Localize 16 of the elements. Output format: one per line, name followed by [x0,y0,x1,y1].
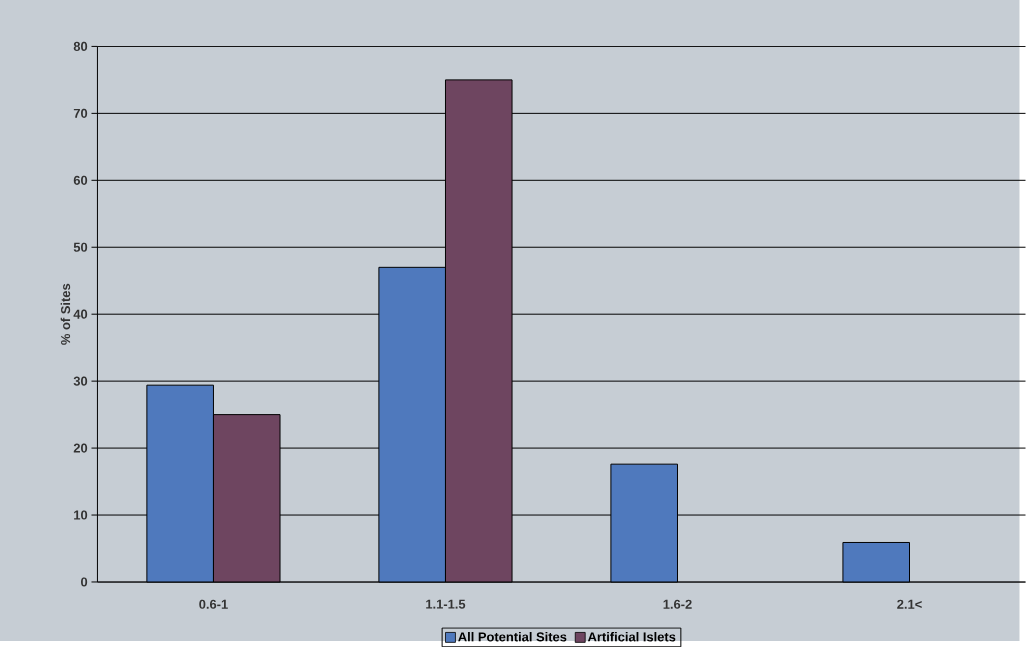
y-tick-label: 50 [73,242,88,252]
y-tick-label: 30 [73,376,88,386]
y-tick-label: 0 [81,577,88,587]
y-tick-label: 70 [73,108,88,118]
x-tick-label: 0.6-1 [199,599,228,609]
y-axis-title: % of Sites [60,283,71,345]
y-tick-label: 10 [74,510,88,520]
legend-label: All Potential Sites [458,631,567,642]
y-tick-label: 20 [73,443,88,453]
x-tick-label: 1.1-1.5 [426,599,466,609]
y-tick-label: 40 [73,309,88,319]
x-tick-label: 1.6-2 [663,599,692,609]
legend-label: Artificial Islets [587,631,676,642]
x-tick-label: 2.1< [897,599,922,609]
y-tick-label: 80 [73,41,88,51]
y-tick-label: 60 [73,175,88,185]
